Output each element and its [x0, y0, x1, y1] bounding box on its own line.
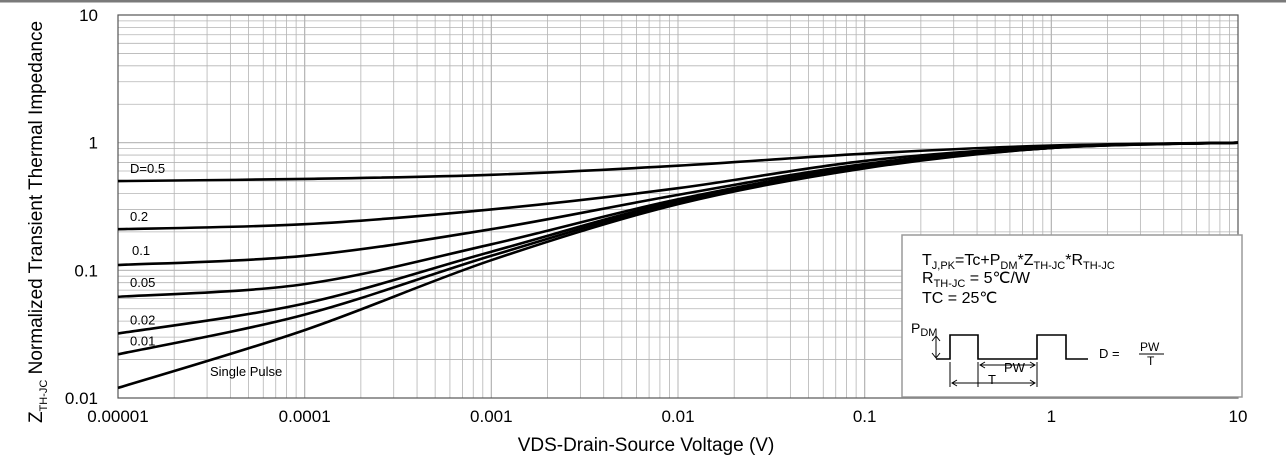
formula-text: TJ,PK=Tc+PDM*ZTH-JC*RTH-JC [922, 252, 1115, 272]
x-tick-label: 0.00001 [87, 407, 148, 426]
y-tick-label: 10 [79, 6, 98, 25]
pdm-label: PDM [911, 320, 937, 339]
y-axis-title: ZTH-JC Normalized Transient Thermal Impe… [26, 21, 50, 423]
info-box: TJ,PK=Tc+PDM*ZTH-JC*RTH-JC RTH-JC = 5℃/W… [901, 234, 1243, 398]
y-tick-label: 0.01 [65, 389, 98, 408]
grid-lines [117, 14, 1239, 399]
series-label: Single Pulse [210, 364, 282, 379]
curve-group: D=0.5 0.2 0.1 0.05 0.02 0.01 Single Pulse [117, 141, 1239, 390]
x-axis-title: VDS-Drain-Source Voltage (V) [518, 435, 775, 456]
pulse-diagram [931, 334, 1088, 387]
pw-label: PW [1004, 360, 1026, 375]
x-tick-label: 10 [1229, 407, 1248, 426]
series-label: 0.2 [130, 209, 148, 224]
duty-eq-label: D = [1099, 346, 1120, 361]
rth-text: RTH-JC = 5℃/W [922, 270, 1031, 290]
x-tick-label: 1 [1047, 407, 1056, 426]
duty-frac-den: T [1147, 354, 1155, 368]
series-label: 0.01 [130, 333, 155, 348]
series-line [117, 141, 1239, 390]
x-tick-label: 0.1 [853, 407, 877, 426]
series-label: D=0.5 [130, 161, 165, 176]
duty-frac-num: PW [1140, 340, 1160, 354]
tick-labels: 0.00001 0.0001 0.001 0.01 0.1 1 10 0.01 0.1 1 10 [65, 6, 1248, 426]
series-label: 0.02 [130, 313, 155, 328]
y-tick-label: 0.1 [74, 261, 98, 280]
x-tick-label: 0.0001 [279, 407, 331, 426]
t-label: T [988, 372, 996, 387]
plot-border [117, 14, 1239, 399]
x-tick-label: 0.01 [661, 407, 694, 426]
series-label: 0.1 [132, 243, 150, 258]
axes [117, 14, 1239, 399]
x-tick-label: 0.001 [470, 407, 513, 426]
y-tick-label: 1 [89, 134, 98, 153]
tc-text: TC = 25℃ [922, 290, 997, 307]
series-label: 0.05 [130, 275, 155, 290]
y-axis-title-group: ZTH-JC Normalized Transient Thermal Impe… [26, 21, 50, 423]
